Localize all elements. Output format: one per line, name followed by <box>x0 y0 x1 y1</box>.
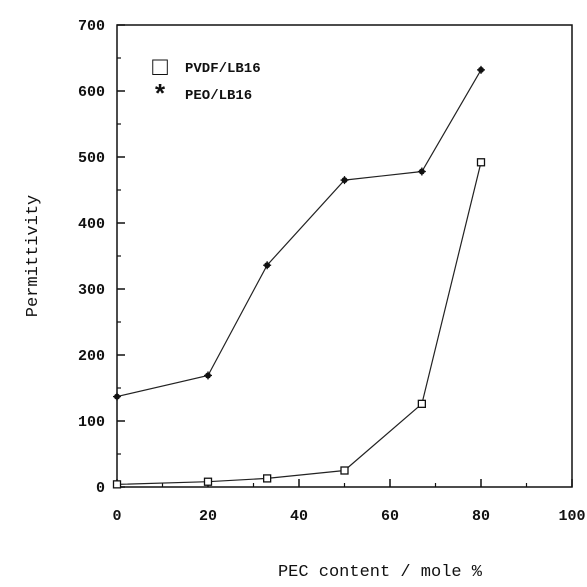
x-tick-label: 0 <box>112 508 121 525</box>
data-point-pvdf <box>203 477 213 486</box>
x-tick-label: 40 <box>290 508 308 525</box>
y-tick-label: 700 <box>78 18 105 35</box>
y-tick-label: 200 <box>78 348 105 365</box>
y-tick-label: 600 <box>78 84 105 101</box>
x-axis-title: PEC content / mole % <box>278 563 483 582</box>
x-tick-label: 100 <box>558 508 585 525</box>
legend-label-pvdf: PVDF/LB16 <box>185 61 261 77</box>
series-layer <box>112 65 486 489</box>
data-point-pvdf <box>262 474 272 483</box>
y-tick-label: 0 <box>96 480 105 497</box>
legend-label-peo: PEO/LB16 <box>185 88 252 104</box>
legend: □ PVDF/LB16 * PEO/LB16 <box>152 53 260 111</box>
y-tick-label: 300 <box>78 282 105 299</box>
y-tick-label: 100 <box>78 414 105 431</box>
data-point-peo <box>263 261 272 270</box>
y-axis: 0 100 200 300 400 500 600 700 <box>78 18 125 497</box>
data-point-pvdf <box>340 466 349 475</box>
y-axis-title: Permittivity <box>24 195 43 317</box>
data-point-pvdf <box>112 480 122 489</box>
x-tick-label: 20 <box>199 508 217 525</box>
data-point-peo <box>113 392 121 401</box>
series-line-peo <box>116 69 482 398</box>
series-line-pvdf <box>116 162 482 485</box>
x-axis: 0 20 40 60 80 100 <box>112 479 586 525</box>
data-point-peo <box>204 371 212 380</box>
legend-marker-peo: * <box>152 81 168 111</box>
legend-marker-pvdf: □ <box>152 53 168 83</box>
x-tick-label: 80 <box>472 508 490 525</box>
data-point-peo <box>340 176 349 185</box>
y-tick-label: 400 <box>78 216 105 233</box>
data-point-peo <box>477 65 485 74</box>
data-point-pvdf <box>476 158 486 167</box>
data-point-peo <box>417 167 426 176</box>
x-tick-label: 60 <box>381 508 399 525</box>
y-tick-label: 500 <box>78 150 105 167</box>
data-point-pvdf <box>417 399 427 408</box>
